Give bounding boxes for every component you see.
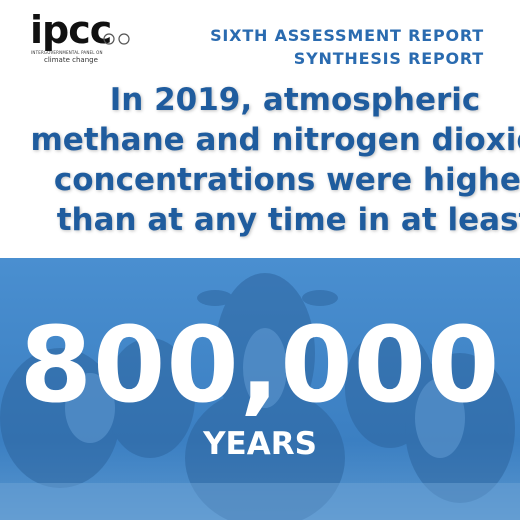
- report-header: SIXTH ASSESSMENT REPORT SYNTHESIS REPORT: [210, 24, 484, 70]
- headline-line: than at any time in at least: [56, 202, 520, 238]
- statistic-value: 800,000: [19, 304, 501, 426]
- logo-subtitle: INTERGOVERNMENTAL PANEL ON: [31, 50, 103, 55]
- headline-line: methane and nitrogen dioxide: [30, 122, 520, 158]
- header-line: SYNTHESIS REPORT: [293, 49, 484, 68]
- headline: In 2019, atmospheric methane and nitroge…: [0, 80, 520, 240]
- statistic-unit: YEARS: [203, 426, 317, 462]
- headline-line: concentrations were higher: [53, 162, 520, 198]
- header-line: SIXTH ASSESSMENT REPORT: [210, 26, 484, 45]
- logo-tagline: climate change: [44, 56, 98, 64]
- partner-emblems: [103, 33, 130, 45]
- cow-photo: [0, 258, 520, 520]
- logo-name: ipcc: [30, 8, 112, 52]
- headline-line: In 2019, atmospheric: [109, 82, 481, 118]
